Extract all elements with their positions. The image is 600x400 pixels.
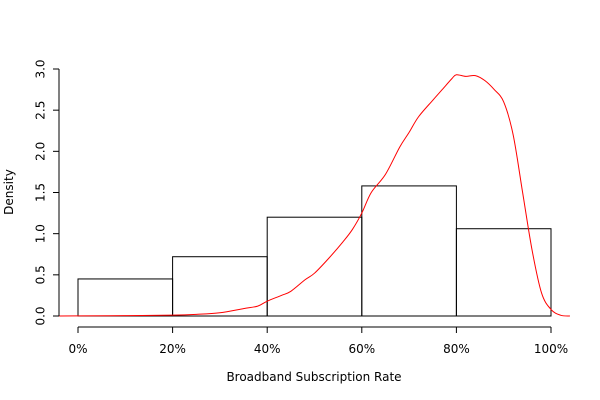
histogram-bars	[77, 185, 552, 317]
x-tick-label-3: 60%	[348, 342, 375, 356]
x-tick-label-1: 20%	[159, 342, 186, 356]
density-curve-group	[59, 74, 570, 317]
y-axis-label: Density	[2, 169, 16, 215]
x-tick-label-4: 80%	[443, 342, 470, 356]
x-tick-label-5: 100%	[534, 342, 568, 356]
y-tick-label-1: 0.5	[34, 265, 48, 284]
y-tick-label-4: 2.0	[34, 142, 48, 161]
y-tick-label-0: 0.0	[34, 306, 48, 325]
y-tick-label-2: 1.0	[34, 224, 48, 243]
x-tick-label-2: 40%	[254, 342, 281, 356]
x-axis-label: Broadband Subscription Rate	[226, 370, 401, 384]
y-tick-label-3: 1.5	[34, 183, 48, 202]
histogram-bar-3	[361, 185, 457, 317]
x-tick-label-0: 0%	[68, 342, 87, 356]
histogram-bar-4	[455, 228, 552, 317]
density-curve	[59, 74, 570, 317]
y-axis: 0.0 0.5 1.0 1.5 2.0 2.5 3.0	[34, 59, 60, 326]
x-axis: 0% 20% 40% 60% 80% 100%	[68, 326, 568, 356]
y-tick-label-6: 3.0	[34, 59, 48, 78]
histogram-bar-0	[77, 278, 174, 317]
histogram-bar-2	[266, 216, 363, 317]
y-tick-label-5: 2.5	[34, 101, 48, 120]
